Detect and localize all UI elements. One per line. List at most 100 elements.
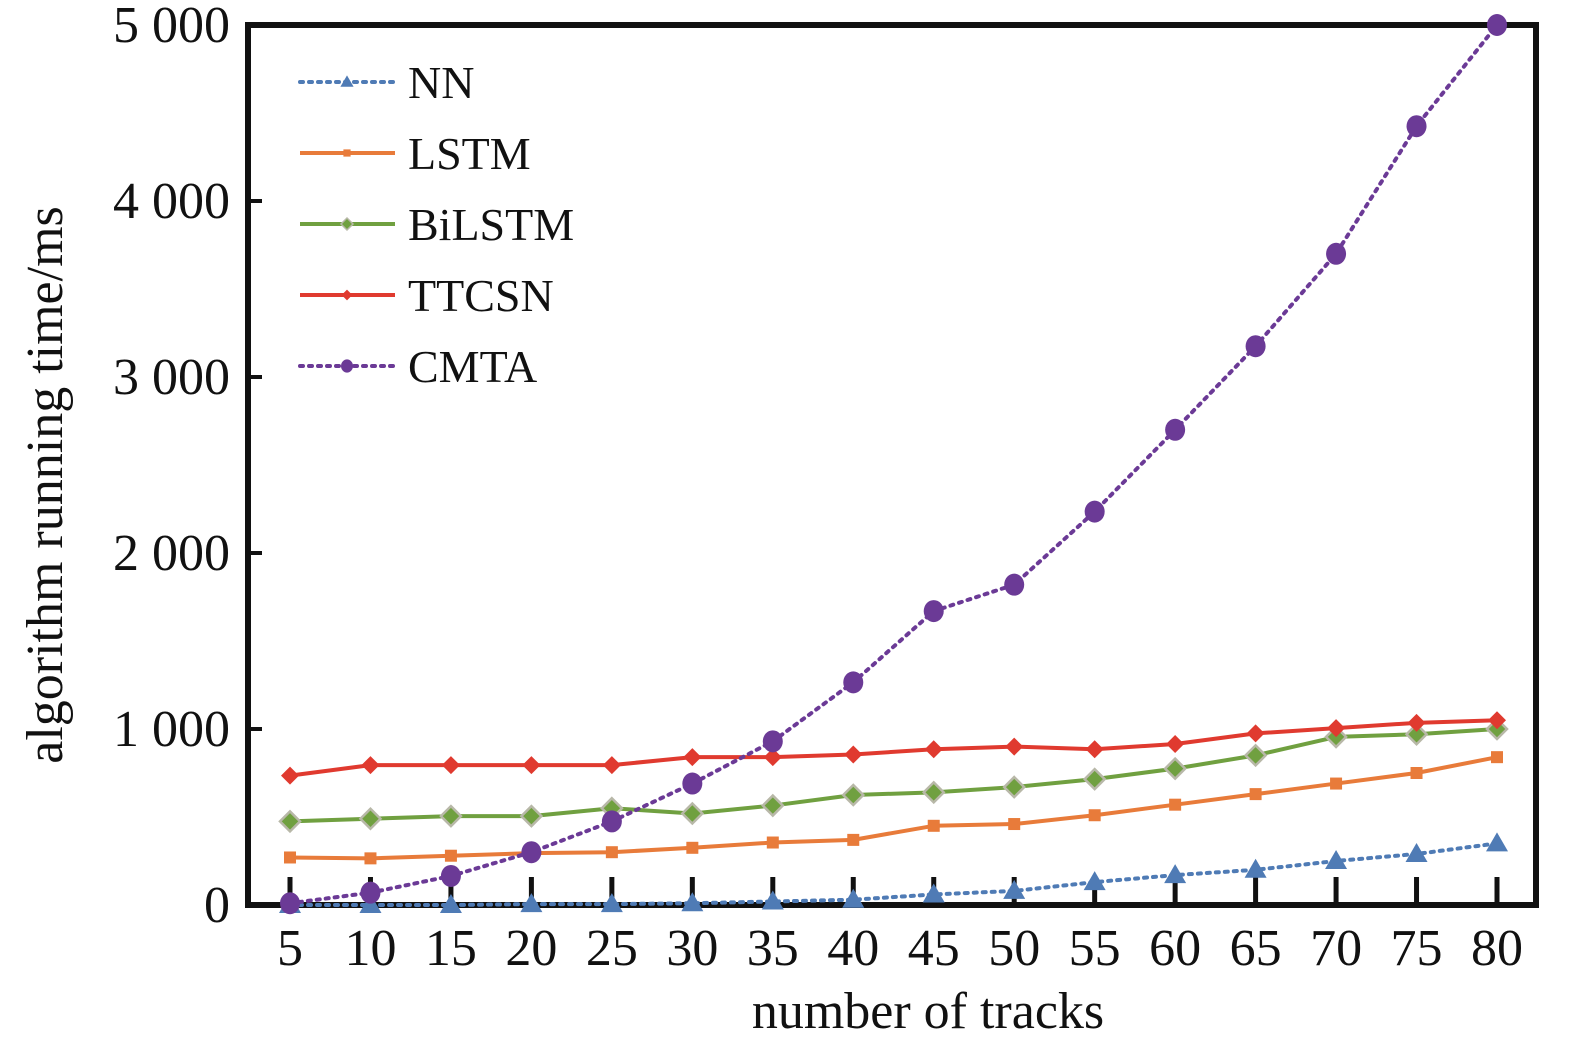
y-axis-ticks: 0 1 000 2 000 3 000 4 000 5 000 bbox=[113, 0, 262, 934]
legend-item-lstm: LSTM bbox=[300, 128, 531, 179]
data-point-ttcsn bbox=[441, 756, 460, 775]
data-point-nn bbox=[681, 892, 704, 912]
data-point-cmta bbox=[360, 881, 381, 904]
data-point-cmta bbox=[1487, 14, 1507, 36]
data-point-ttcsn bbox=[1005, 737, 1024, 756]
legend-label-cmta: CMTA bbox=[408, 341, 537, 392]
x-tick-label: 60 bbox=[1149, 920, 1201, 977]
data-point-cmta bbox=[601, 810, 622, 833]
data-point-cmta bbox=[1406, 115, 1427, 138]
data-point-ttcsn bbox=[361, 756, 380, 775]
data-point-cmta bbox=[1084, 500, 1105, 523]
data-point-bilstm bbox=[439, 804, 463, 828]
legend: NN LSTM BiLSTM TTCSN CMTA bbox=[298, 57, 574, 392]
y-tick-label: 2 000 bbox=[113, 525, 230, 582]
series-ttcsn bbox=[281, 711, 1506, 785]
legend-marker-bilstm bbox=[339, 216, 355, 232]
y-tick-label: 1 000 bbox=[113, 701, 230, 758]
data-point-ttcsn bbox=[683, 748, 702, 767]
legend-label-bilstm: BiLSTM bbox=[408, 199, 574, 250]
data-point-lstm bbox=[927, 819, 940, 832]
x-tick-label: 25 bbox=[586, 920, 638, 977]
legend-label-ttcsn: TTCSN bbox=[408, 270, 554, 321]
data-point-ttcsn bbox=[844, 745, 863, 764]
x-tick-label: 50 bbox=[988, 920, 1040, 977]
series-line-lstm bbox=[289, 755, 1498, 861]
data-point-lstm bbox=[1491, 751, 1503, 764]
data-point-ttcsn bbox=[522, 756, 541, 775]
data-point-lstm bbox=[444, 849, 457, 862]
x-tick-label: 45 bbox=[908, 920, 960, 977]
plot-frame bbox=[245, 22, 1539, 908]
data-point-cmta bbox=[1165, 418, 1186, 441]
data-point-lstm bbox=[847, 833, 860, 846]
data-point-nn bbox=[842, 888, 865, 908]
series-lstm bbox=[284, 751, 1503, 865]
legend-item-bilstm: BiLSTM bbox=[300, 199, 574, 250]
data-point-cmta bbox=[521, 841, 542, 864]
data-point-nn bbox=[600, 893, 623, 913]
legend-item-ttcsn: TTCSN bbox=[300, 270, 554, 321]
x-tick-label: 80 bbox=[1471, 920, 1523, 977]
data-point-lstm bbox=[766, 836, 779, 849]
x-tick-label: 35 bbox=[747, 920, 799, 977]
x-tick-label: 70 bbox=[1310, 920, 1362, 977]
x-axis-ticks: 5 10 15 20 25 30 35 40 45 50 55 60 65 70 75 80 bbox=[277, 877, 1523, 977]
legend-item-nn: NN bbox=[298, 57, 474, 108]
series-bilstm bbox=[278, 717, 1509, 834]
legend-marker-cmta bbox=[341, 359, 353, 373]
data-point-ttcsn bbox=[1327, 719, 1346, 738]
x-axis-title: number of tracks bbox=[752, 983, 1104, 1040]
legend-marker-ttcsn bbox=[341, 289, 353, 301]
data-point-nn bbox=[520, 893, 543, 913]
data-point-lstm bbox=[686, 841, 699, 854]
series-line-cmta bbox=[288, 23, 1499, 906]
y-axis-title: algorithm running time/ms bbox=[17, 206, 74, 764]
data-point-cmta bbox=[923, 600, 944, 623]
data-point-cmta bbox=[843, 671, 864, 694]
y-tick-label: 3 000 bbox=[113, 349, 230, 406]
data-point-lstm bbox=[1330, 777, 1343, 790]
data-point-ttcsn bbox=[1246, 724, 1265, 743]
x-tick-label: 30 bbox=[666, 920, 718, 977]
x-tick-label: 40 bbox=[827, 920, 879, 977]
data-point-nn bbox=[1164, 864, 1187, 884]
data-point-nn bbox=[439, 894, 462, 913]
data-point-bilstm bbox=[278, 809, 302, 834]
series-line-ttcsn bbox=[289, 718, 1498, 778]
legend-marker-nn bbox=[340, 75, 354, 87]
data-point-bilstm bbox=[921, 780, 946, 805]
data-point-bilstm bbox=[680, 801, 705, 826]
y-tick-label: 0 bbox=[204, 877, 230, 934]
data-point-cmta bbox=[682, 772, 703, 795]
data-point-ttcsn bbox=[1488, 711, 1506, 730]
legend-label-lstm: LSTM bbox=[408, 128, 531, 179]
data-point-nn bbox=[1486, 832, 1508, 852]
data-point-lstm bbox=[605, 846, 618, 859]
y-tick-label: 4 000 bbox=[113, 173, 230, 230]
data-point-cmta bbox=[1326, 242, 1347, 265]
data-point-lstm bbox=[284, 851, 296, 864]
data-point-lstm bbox=[1410, 767, 1423, 779]
data-point-cmta bbox=[280, 892, 300, 915]
data-point-cmta bbox=[1245, 335, 1266, 358]
data-point-lstm bbox=[1249, 788, 1262, 801]
data-point-ttcsn bbox=[602, 756, 621, 775]
data-point-nn bbox=[1003, 879, 1026, 899]
data-point-lstm bbox=[1088, 809, 1101, 822]
data-point-nn bbox=[1405, 842, 1428, 862]
data-point-bilstm bbox=[1404, 722, 1429, 747]
data-point-ttcsn bbox=[281, 766, 299, 785]
series-line-nn bbox=[288, 841, 1499, 907]
data-point-bilstm bbox=[1082, 767, 1107, 791]
data-point-bilstm bbox=[1002, 775, 1026, 799]
x-tick-label: 5 bbox=[277, 920, 303, 977]
x-tick-label: 15 bbox=[425, 920, 477, 977]
data-point-bilstm bbox=[1243, 743, 1268, 768]
data-point-ttcsn bbox=[1085, 740, 1104, 759]
x-tick-label: 55 bbox=[1069, 920, 1121, 977]
data-point-lstm bbox=[1169, 798, 1182, 811]
data-point-lstm bbox=[364, 852, 377, 865]
